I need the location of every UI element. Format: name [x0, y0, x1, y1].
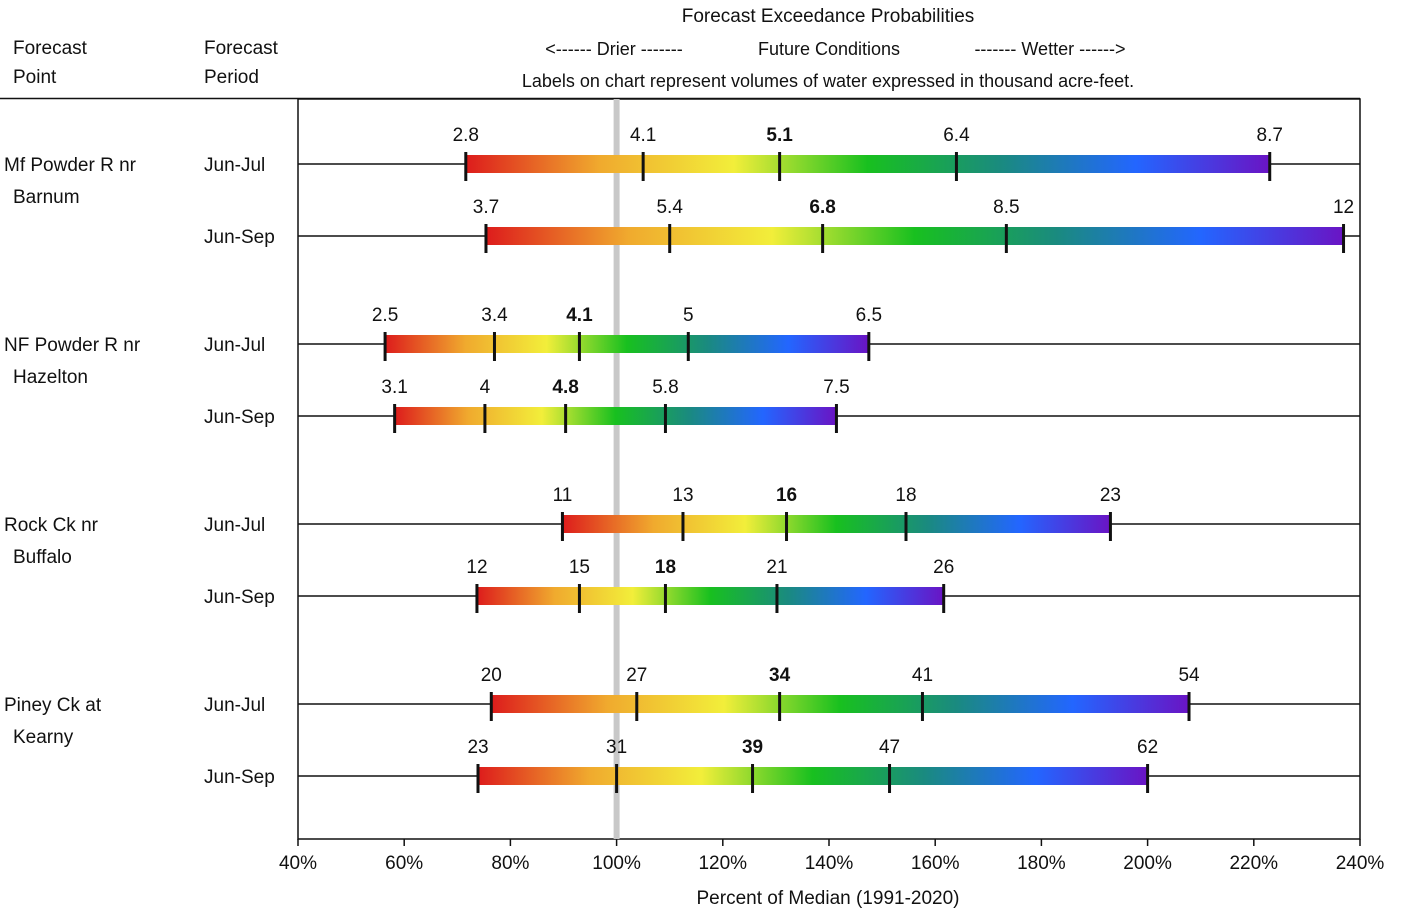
exceedance-value-label: 5.4 — [656, 197, 683, 218]
forecast-row: Jun-Sep 12 15 18 21 26 — [204, 557, 1360, 613]
exceedance-value-label: 11 — [553, 485, 573, 506]
exceedance-value-label: 13 — [672, 485, 693, 506]
exceedance-range-bar — [394, 407, 837, 425]
forecast-period-label: Jun-Sep — [204, 227, 275, 248]
units-note: Labels on chart represent volumes of wat… — [522, 71, 1134, 91]
forecast-period-label: Jun-Jul — [204, 155, 265, 176]
exceedance-value-label: 47 — [879, 737, 900, 758]
exceedance-range-bar — [478, 767, 1148, 785]
exceedance-range-bar — [491, 695, 1190, 713]
forecast-row: Jun-Jul 2.8 4.1 5.1 6.4 8.7 — [204, 125, 1360, 181]
x-axis-tick-label: 220% — [1229, 853, 1278, 874]
forecast-row: Jun-Jul 20 27 34 41 54 — [204, 665, 1360, 721]
forecast-period-label: Jun-Sep — [204, 767, 275, 788]
forecast-point-header-line1: Forecast — [13, 38, 88, 59]
forecast-period-label: Jun-Sep — [204, 587, 275, 608]
exceedance-value-label: 20 — [481, 665, 502, 686]
forecast-row: Jun-Sep 23 31 39 47 62 — [204, 737, 1360, 793]
exceedance-value-label: 8.5 — [993, 197, 1019, 218]
exceedance-value-label: 4 — [480, 377, 491, 398]
forecast-point-name-line1: Rock Ck nr — [4, 515, 99, 536]
forecast-period-label: Jun-Jul — [204, 515, 265, 536]
exceedance-range-bar — [485, 227, 1344, 245]
forecast-group: Piney Ck at Kearny Jun-Jul 20 27 34 41 54 Jun-Se… — [4, 665, 1360, 793]
forecast-period-header-line2: Period — [204, 67, 259, 88]
exceedance-value-label: 15 — [569, 557, 590, 578]
exceedance-value-label: 8.7 — [1257, 125, 1283, 146]
exceedance-value-label: 6.5 — [856, 305, 882, 326]
x-axis-tick-label: 160% — [911, 853, 960, 874]
exceedance-value-label: 26 — [933, 557, 954, 578]
forecast-point-name-line2: Barnum — [13, 187, 80, 208]
median-forecast-value-label: 16 — [776, 485, 797, 506]
exceedance-value-label: 12 — [1333, 197, 1354, 218]
exceedance-value-label: 12 — [466, 557, 487, 578]
forecast-point-name-line2: Buffalo — [13, 547, 72, 568]
forecast-row: Jun-Jul 11 13 16 18 23 — [204, 485, 1360, 541]
exceedance-value-label: 3.4 — [481, 305, 508, 326]
x-axis-tick-label: 200% — [1123, 853, 1172, 874]
future-conditions-label: Future Conditions — [758, 39, 900, 59]
exceedance-range-bar — [562, 515, 1111, 533]
exceedance-value-label: 23 — [1100, 485, 1121, 506]
exceedance-value-label: 23 — [467, 737, 488, 758]
x-axis-tick-label: 140% — [805, 853, 854, 874]
exceedance-value-label: 2.8 — [453, 125, 479, 146]
x-axis-tick-label: 240% — [1336, 853, 1385, 874]
exceedance-value-label: 3.7 — [473, 197, 499, 218]
forecast-group: NF Powder R nr Hazelton Jun-Jul 2.5 3.4 4.1 5 6… — [4, 305, 1360, 433]
median-forecast-value-label: 39 — [742, 737, 763, 758]
x-axis-tick-label: 60% — [385, 853, 423, 874]
x-axis-label: Percent of Median (1991-2020) — [697, 888, 960, 909]
exceedance-value-label: 41 — [912, 665, 933, 686]
drier-arrow-label: <------ Drier ------- — [545, 39, 682, 59]
wetter-arrow-label: ------- Wetter ------> — [974, 39, 1125, 59]
forecast-point-header-line2: Point — [13, 67, 57, 88]
exceedance-value-label: 31 — [606, 737, 627, 758]
forecast-row: Jun-Sep 3.7 5.4 6.8 8.5 12 — [204, 197, 1360, 253]
median-forecast-value-label: 4.1 — [566, 305, 593, 326]
forecast-period-label: Jun-Sep — [204, 407, 275, 428]
exceedance-value-label: 4.1 — [630, 125, 656, 146]
exceedance-value-label: 27 — [626, 665, 647, 686]
x-axis-tick-label: 80% — [491, 853, 529, 874]
exceedance-value-label: 21 — [766, 557, 787, 578]
exceedance-value-label: 62 — [1137, 737, 1158, 758]
forecast-group: Rock Ck nr Buffalo Jun-Jul 11 13 16 18 23 Jun-Se… — [4, 485, 1360, 613]
forecast-period-label: Jun-Jul — [204, 335, 265, 356]
forecast-period-header-line1: Forecast — [204, 38, 279, 59]
median-forecast-value-label: 18 — [655, 557, 676, 578]
forecast-point-name-line1: NF Powder R nr — [4, 335, 141, 356]
exceedance-value-label: 6.4 — [943, 125, 970, 146]
median-forecast-value-label: 34 — [769, 665, 791, 686]
exceedance-value-label: 5 — [683, 305, 694, 326]
exceedance-range-bar — [385, 335, 869, 353]
forecast-point-name-line2: Kearny — [13, 727, 74, 748]
exceedance-value-label: 18 — [895, 485, 916, 506]
forecast-group: Mf Powder R nr Barnum Jun-Jul 2.8 4.1 5.1 6.4 8… — [4, 125, 1360, 253]
exceedance-range-bar — [465, 155, 1270, 173]
exceedance-range-bar — [476, 587, 944, 605]
exceedance-value-label: 7.5 — [823, 377, 849, 398]
forecast-row: Jun-Jul 2.5 3.4 4.1 5 6.5 — [204, 305, 1360, 361]
chart-title: Forecast Exceedance Probabilities — [682, 6, 975, 27]
x-axis-tick-label: 180% — [1017, 853, 1066, 874]
exceedance-value-label: 2.5 — [372, 305, 398, 326]
median-forecast-value-label: 5.1 — [766, 125, 793, 146]
forecast-point-name-line1: Piney Ck at — [4, 695, 102, 716]
forecast-period-label: Jun-Jul — [204, 695, 265, 716]
exceedance-value-label: 5.8 — [652, 377, 678, 398]
x-axis-tick-label: 100% — [592, 853, 641, 874]
x-axis-tick-label: 120% — [698, 853, 747, 874]
median-forecast-value-label: 4.8 — [552, 377, 578, 398]
forecast-point-name-line2: Hazelton — [13, 367, 88, 388]
exceedance-value-label: 54 — [1178, 665, 1200, 686]
forecast-point-name-line1: Mf Powder R nr — [4, 155, 137, 176]
median-forecast-value-label: 6.8 — [809, 197, 835, 218]
forecast-row: Jun-Sep 3.1 4 4.8 5.8 7.5 — [204, 377, 1360, 433]
x-axis-tick-label: 40% — [279, 853, 317, 874]
exceedance-value-label: 3.1 — [381, 377, 407, 398]
